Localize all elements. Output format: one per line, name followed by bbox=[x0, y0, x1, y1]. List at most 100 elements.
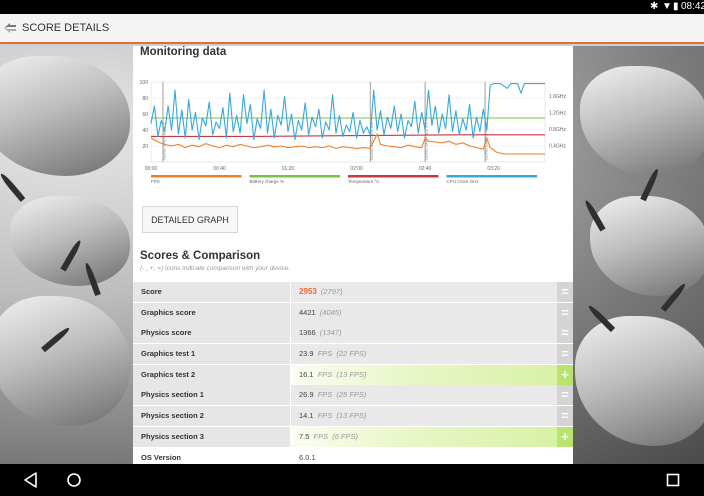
reference-value: (13 FPS) bbox=[336, 369, 367, 379]
legend-swatch bbox=[446, 175, 537, 178]
row-label: Graphics test 1 bbox=[133, 344, 290, 365]
back-triangle-icon[interactable] bbox=[22, 471, 40, 489]
row-value: 26.9 FPS (25 FPS) bbox=[291, 385, 573, 406]
bluetooth-icon: ✱ bbox=[650, 1, 659, 12]
y-left-tick-label: 60 bbox=[142, 112, 148, 118]
y-right-tick-label: 0.4GHz bbox=[549, 144, 566, 150]
row-label: Graphics test 2 bbox=[133, 364, 290, 385]
physics-section-1-row: Physics section 1 26.9 FPS (25 FPS) = bbox=[133, 385, 573, 406]
detailed-graph-button[interactable]: DETAILED GRAPH bbox=[142, 206, 238, 233]
x-tick-label: 00:00 bbox=[145, 166, 158, 172]
unit-text: FPS bbox=[317, 411, 333, 421]
legend-swatch bbox=[151, 175, 242, 178]
equal-compare-icon[interactable]: = bbox=[557, 344, 573, 365]
status-bar: ✱ ▼ ▮ 08:42 bbox=[0, 0, 704, 14]
x-tick-label: 03:20 bbox=[487, 166, 500, 172]
graphics-score-row: Graphics score 4421 (4045) = bbox=[133, 302, 573, 324]
graphics-test-1-row: Graphics test 1 23.9 FPS (22 FPS) = bbox=[133, 344, 573, 365]
test-marker-label: SLING SHOT ES 3.1 bbox=[424, 122, 429, 160]
test-marker-label: SLING SHOT PHYSICS bbox=[484, 117, 489, 160]
scores-subtitle: (- , +, =) Icons indicate comparison wit… bbox=[140, 265, 291, 272]
row-label: Physics section 3 bbox=[133, 426, 290, 447]
equal-compare-icon[interactable]: = bbox=[557, 406, 573, 427]
plus-compare-icon[interactable]: + bbox=[557, 364, 573, 385]
recents-square-icon[interactable] bbox=[664, 471, 682, 489]
rock-shape bbox=[575, 316, 704, 446]
rock-shape bbox=[0, 56, 130, 176]
row-value: 6.0.1 bbox=[291, 447, 573, 464]
legend-label: Battery charge % bbox=[250, 179, 285, 184]
battery-icon: ▮ bbox=[673, 1, 679, 12]
row-value: 1366 (1347) bbox=[291, 323, 573, 344]
y-right-tick-label: 1.2GHz bbox=[549, 111, 566, 117]
equal-compare-icon[interactable]: = bbox=[557, 323, 573, 344]
value-text: 7.5 bbox=[299, 431, 310, 441]
y-left-tick-label: 20 bbox=[142, 144, 148, 150]
row-value: 7.5 FPS (6 FPS) bbox=[291, 426, 573, 447]
value-text: 6.0.1 bbox=[299, 452, 316, 462]
row-label: OS Version bbox=[133, 447, 290, 464]
equal-compare-icon[interactable]: = bbox=[557, 302, 573, 323]
reference-value: (2797) bbox=[320, 287, 343, 296]
row-label: Physics section 1 bbox=[133, 385, 290, 406]
physics-score-row: Physics score 1366 (1347) = bbox=[133, 323, 573, 344]
row-value: 23.9 FPS (22 FPS) bbox=[291, 344, 573, 365]
clock-time: 08:42 bbox=[681, 1, 704, 12]
os-version-row: OS Version 6.0.1 bbox=[133, 447, 573, 464]
reference-value: (13 FPS) bbox=[336, 411, 367, 421]
physics-section-2-row: Physics section 2 14.1 FPS (13 FPS) = bbox=[133, 406, 573, 427]
rock-shape bbox=[0, 296, 130, 426]
equal-compare-icon[interactable]: = bbox=[557, 282, 573, 302]
test-marker-label: SLING SHOT ES 3.1 bbox=[161, 122, 166, 160]
rock-shape bbox=[580, 66, 704, 176]
x-tick-label: 02:40 bbox=[419, 166, 432, 172]
plus-compare-icon[interactable]: + bbox=[557, 426, 573, 447]
home-circle-icon[interactable] bbox=[65, 471, 83, 489]
y-left-tick-label: 80 bbox=[142, 96, 148, 102]
scores-table: Score 2953 (2797) = Graphics score 4421 … bbox=[133, 282, 573, 464]
legend-swatch bbox=[249, 175, 340, 178]
plant-leaf bbox=[0, 172, 26, 202]
unit-text: FPS bbox=[313, 431, 329, 441]
x-tick-label: 02:00 bbox=[350, 166, 363, 172]
row-value: 16.1 FPS (13 FPS) bbox=[291, 364, 573, 385]
score-value: 2953 bbox=[299, 287, 317, 296]
y-left-tick-label: 100 bbox=[140, 80, 149, 86]
y-left-tick-label: 40 bbox=[142, 128, 148, 134]
series-line bbox=[150, 83, 545, 141]
row-label: Physics score bbox=[133, 323, 290, 344]
x-tick-label: 00:40 bbox=[213, 166, 226, 172]
value-text: 16.1 bbox=[299, 369, 314, 379]
series-line bbox=[150, 133, 545, 155]
value-text: 23.9 bbox=[299, 349, 314, 359]
row-label: Physics section 2 bbox=[133, 406, 290, 427]
legend-label: FPS bbox=[151, 179, 160, 184]
test-marker-label: SLING SHOT ES 3.1 bbox=[369, 122, 374, 160]
unit-text: FPS bbox=[317, 349, 333, 359]
score-details-panel: Monitoring data SLING SHOT ES 3.1 SLING S… bbox=[133, 46, 573, 464]
monitoring-title: Monitoring data bbox=[140, 46, 227, 58]
legend-swatch bbox=[348, 175, 439, 178]
row-value: 4421 (4045) bbox=[291, 302, 573, 323]
value-text: 14.1 bbox=[299, 411, 314, 421]
reference-value: (4045) bbox=[319, 307, 342, 317]
row-value: 2953 (2797) bbox=[291, 282, 573, 302]
physics-section-3-row: Physics section 3 7.5 FPS (6 FPS) + bbox=[133, 426, 573, 448]
row-label: Graphics score bbox=[133, 302, 290, 323]
reference-value: (25 FPS) bbox=[336, 390, 367, 400]
graphics-test-2-row: Graphics test 2 16.1 FPS (13 FPS) + bbox=[133, 364, 573, 386]
rock-shape bbox=[590, 196, 704, 296]
navigation-bar bbox=[0, 464, 704, 496]
unit-text: FPS bbox=[317, 369, 333, 379]
legend-label: Temperature °C bbox=[348, 179, 380, 184]
app-back-logo-icon[interactable] bbox=[3, 20, 19, 36]
value-text: 4421 bbox=[299, 307, 316, 317]
equal-compare-icon[interactable]: = bbox=[557, 385, 573, 406]
app-bar: SCORE DETAILS bbox=[0, 14, 704, 44]
scores-title: Scores & Comparison bbox=[140, 250, 261, 262]
unit-text: FPS bbox=[317, 390, 333, 400]
row-value: 14.1 FPS (13 FPS) bbox=[291, 406, 573, 427]
x-tick-label: 01:20 bbox=[282, 166, 295, 172]
row-label: Score bbox=[133, 282, 290, 302]
app-title: SCORE DETAILS bbox=[22, 22, 110, 34]
